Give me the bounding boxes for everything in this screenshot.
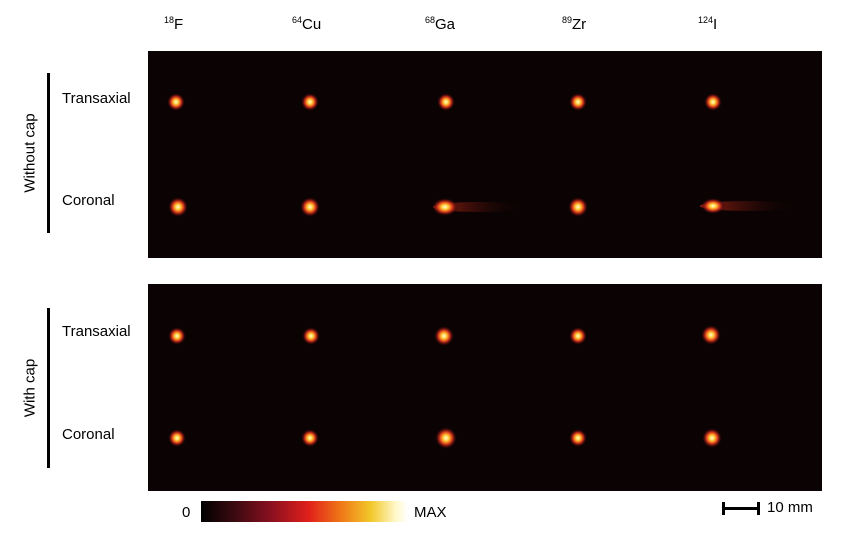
spot-ga68-coronal xyxy=(432,198,458,216)
spot-cu64-coronal xyxy=(301,429,319,447)
colorbar-max-label: MAX xyxy=(414,504,447,521)
spot-cu64-transaxial xyxy=(301,93,319,111)
point-source-images-without-cap xyxy=(167,93,796,217)
spot-ga68-transaxial xyxy=(434,326,454,346)
isotope-header-f18: 18F xyxy=(164,15,184,33)
isotope-header-i124: 124I xyxy=(698,15,718,33)
isotope-header-zr89: 89Zr xyxy=(562,15,587,33)
spot-f18-coronal xyxy=(168,197,188,217)
spot-f18-coronal xyxy=(168,429,186,447)
spot-i124-transaxial xyxy=(704,93,722,111)
transaxial-spots xyxy=(168,325,721,346)
group-label-with-cap: With cap xyxy=(21,358,39,418)
row-label-transaxial: Transaxial xyxy=(62,90,131,107)
spot-f18-transaxial xyxy=(168,327,186,345)
image-panel-without-cap xyxy=(148,51,822,258)
row-label-transaxial: Transaxial xyxy=(62,323,131,340)
spot-i124-coronal xyxy=(702,428,722,448)
coronal-spots xyxy=(168,427,722,449)
image-panel-with-cap xyxy=(148,284,822,491)
isotope-header-ga68: 68Ga xyxy=(425,15,456,33)
colorbar-min-label: 0 xyxy=(182,504,191,521)
group-bracket-without-cap xyxy=(47,73,50,233)
spot-ga68-transaxial xyxy=(437,93,455,111)
spot-cu64-transaxial xyxy=(302,327,320,345)
group-bracket-with-cap xyxy=(47,308,50,468)
spot-zr89-coronal xyxy=(568,197,588,217)
isotope-header-cu64: 64Cu xyxy=(292,15,322,33)
spot-i124-coronal xyxy=(701,198,725,214)
spot-i124-transaxial xyxy=(701,325,721,345)
coronal-spots xyxy=(168,197,796,217)
transaxial-spots xyxy=(167,93,722,111)
scale-bar xyxy=(722,502,760,515)
row-label-coronal: Coronal xyxy=(62,426,115,443)
group-label-without-cap: Without cap xyxy=(21,113,39,193)
spot-zr89-coronal xyxy=(569,429,587,447)
spot-zr89-transaxial xyxy=(569,327,587,345)
point-source-images-with-cap xyxy=(168,325,722,449)
spot-zr89-transaxial xyxy=(569,93,587,111)
colorbar xyxy=(201,501,408,522)
scale-bar-label: 10 mm xyxy=(767,499,813,516)
spot-f18-transaxial xyxy=(167,93,185,111)
spot-cu64-coronal xyxy=(300,197,320,217)
row-label-coronal: Coronal xyxy=(62,192,115,209)
spot-ga68-coronal xyxy=(435,427,457,449)
